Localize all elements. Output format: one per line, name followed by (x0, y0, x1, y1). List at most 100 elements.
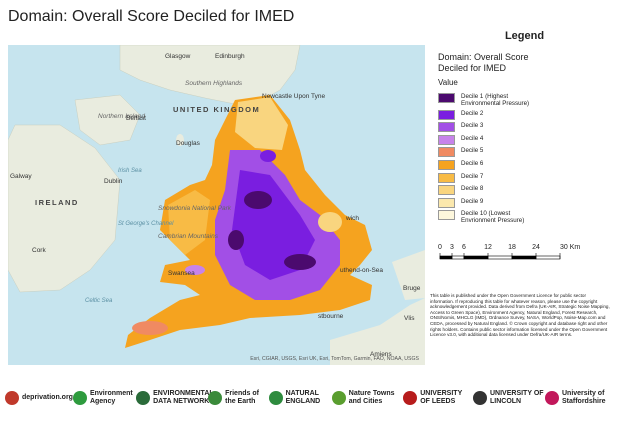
place-label: Swansea (168, 270, 195, 277)
scale-segment (535, 255, 561, 260)
place-label: Galway (10, 173, 32, 180)
scale-segment (511, 255, 537, 260)
logo: UNIVERSITY OF LINCOLN (473, 390, 545, 406)
logo-text: ENVIRONMENTAL DATA NETWORK (153, 390, 214, 405)
logo-icon (403, 391, 418, 405)
notice: This table is published under the Open G… (430, 293, 610, 338)
place-label: Edinburgh (215, 53, 245, 60)
legend-item: Decile 9 (438, 197, 617, 208)
legend-label: Decile 7 (461, 172, 484, 180)
logo-text: Nature Towns and Cities (348, 390, 395, 405)
logo-icon (331, 391, 346, 405)
scale-label: 30 Km (560, 244, 580, 251)
scale-bar: 0 3 6 12 18 24 30 Km (438, 244, 580, 260)
legend-swatch (438, 185, 455, 196)
place-label: stbourne (318, 313, 344, 320)
scale-label: 18 (508, 244, 516, 251)
legend-swatch (438, 147, 455, 158)
place-label: Cambrian Mountains (158, 233, 219, 240)
logo: NATURAL ENGLAND (268, 390, 332, 406)
legend: Legend Domain: Overall Score Deciled for… (432, 30, 617, 227)
scale-label: 12 (484, 244, 492, 251)
legend-label: Decile 4 (461, 134, 484, 142)
legend-item: Decile 6 (438, 159, 617, 170)
logo: UNIVERSITY OF LEEDS (403, 390, 473, 406)
place-label: Amiens (370, 351, 392, 358)
logo-text: deprivation.org (22, 394, 73, 401)
legend-swatch (438, 172, 455, 183)
logo: Friends of the Earth (208, 390, 269, 406)
legend-swatch (438, 159, 455, 170)
legend-item: Decile 8 (438, 185, 617, 196)
place-label: Irish Sea (118, 168, 142, 174)
legend-label: Decile 10 (Lowest Envrionment Pressure) (461, 210, 525, 225)
place-label: St George's Channel (118, 221, 174, 227)
place-label: Celtic Sea (85, 298, 113, 304)
logo: Environment Agency (72, 390, 136, 406)
legend-swatch (438, 134, 455, 145)
footer: deprivation.org Environment Agency ENVIRON… (5, 378, 617, 418)
legend-label: Decile 8 (461, 185, 484, 193)
legend-swatch (438, 197, 455, 208)
scale-segment (463, 255, 489, 260)
place-label: Snowdonia National Park (158, 205, 232, 212)
logo-icon (268, 391, 283, 405)
legend-item: Decile 7 (438, 172, 617, 183)
place-label: uthend-on-Sea (340, 267, 383, 274)
legend-title: Legend (504, 30, 545, 42)
legend-item: Decile 4 (438, 134, 617, 145)
logo-text: UNIVERSITY OF LINCOLN (490, 390, 544, 405)
logo-icon (136, 391, 151, 405)
legend-label: Decile 1 (Highest Environmental Pressure… (461, 93, 530, 107)
logo-text: Environment Agency (89, 390, 133, 405)
logo-icon (208, 391, 223, 405)
place-label: IRELAND (35, 198, 79, 207)
place-label: Vlis (404, 315, 415, 322)
place-label: Belfast (126, 115, 146, 122)
legend-label: Decile 2 (461, 109, 484, 117)
scale-segment (451, 255, 465, 260)
legend-item: Decile 3 (438, 122, 617, 133)
place-label: Dublin (104, 178, 123, 185)
logo: Nature Towns and Cities (331, 390, 403, 406)
legend-swatch (438, 93, 455, 103)
logo-icon (5, 391, 19, 405)
scale-label: 24 (532, 244, 540, 251)
place-label: Southern Highlands (185, 80, 243, 87)
place-label: Bruge (403, 285, 421, 292)
legend-swatch (438, 109, 455, 120)
logo: University of Staffordshire (545, 390, 617, 406)
map: Glasgow Edinburgh Southern Highlands UNITED… (8, 45, 425, 365)
place-label: Newcastle Upon Tyne (262, 93, 325, 100)
place-label: wich (345, 215, 359, 222)
legend-label: Decile 3 (461, 122, 484, 130)
legend-layer: Domain: Overall Score Deciled for IMED (438, 52, 529, 73)
place-label: Douglas (176, 140, 201, 147)
scale-segment (439, 255, 453, 260)
legend-label: Decile 6 (461, 159, 484, 167)
legend-label: Decile 9 (461, 197, 484, 205)
scale-label: 0 (438, 244, 442, 251)
legend-label: Decile 5 (461, 147, 484, 155)
logo-icon (72, 391, 87, 405)
scale-label: 6 (462, 244, 466, 251)
legend-swatch (438, 210, 455, 221)
legend-item: Decile 1 (Highest Environmental Pressure… (438, 93, 617, 107)
scale-segment (487, 255, 513, 260)
legend-item: Decile 5 (438, 147, 617, 158)
map-attribution: Esri, CGIAR, USGS, Esri UK, Esri, TomTom… (250, 356, 419, 362)
page-title: Domain: Overall Score Deciled for IMED (8, 8, 295, 25)
place-label: Northern Ireland (98, 113, 145, 120)
logo: deprivation.org (5, 391, 73, 405)
place-label: Cork (32, 247, 46, 254)
logo-icon (545, 391, 559, 405)
logo: ENVIRONMENTAL DATA NETWORK (136, 390, 214, 406)
logo-text: UNIVERSITY OF LEEDS (420, 390, 463, 405)
logo-text: NATURAL ENGLAND (285, 390, 321, 405)
place-label: UNITED KINGDOM (173, 105, 260, 114)
legend-item: Decile 10 (Lowest Envrionment Pressure) (438, 210, 617, 224)
logo-icon (473, 391, 487, 405)
legend-item: Decile 2 (438, 109, 617, 120)
land (8, 45, 425, 365)
